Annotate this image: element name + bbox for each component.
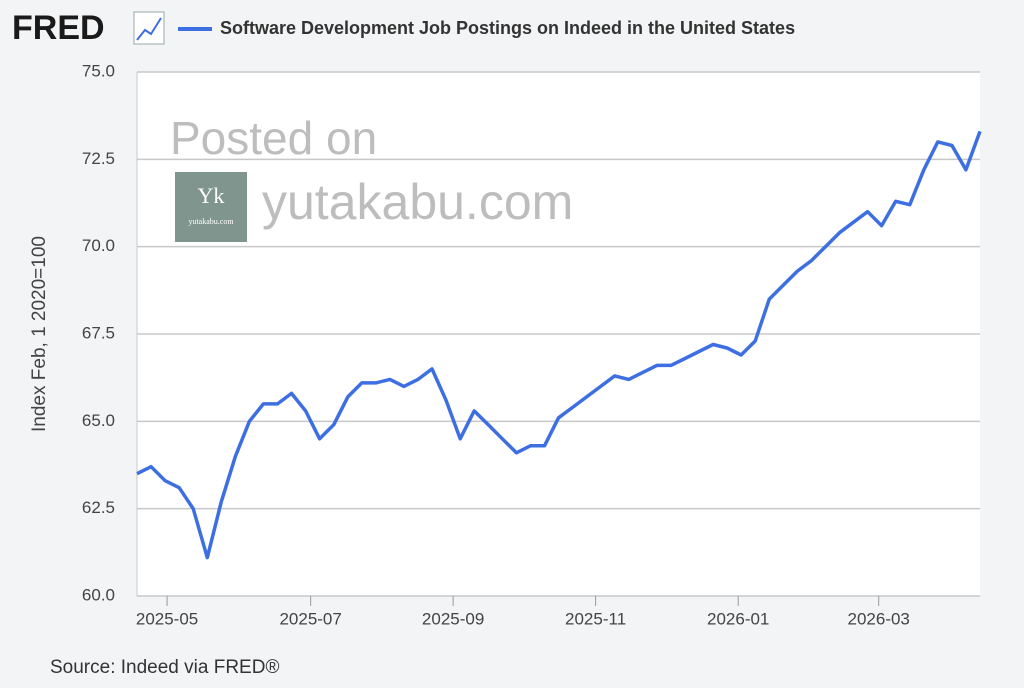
x-tick-label: 2026-03 — [848, 609, 910, 628]
y-axis-label: Index Feb, 1 2020=100 — [29, 236, 50, 432]
y-tick-label: 70.0 — [82, 236, 115, 255]
x-tick-label: 2025-11 — [565, 609, 626, 628]
logo: FRED — [12, 9, 105, 47]
x-tick-label: 2025-07 — [279, 609, 341, 628]
legend-label: Software Development Job Postings on Ind… — [220, 18, 795, 38]
y-tick-label: 65.0 — [82, 411, 115, 430]
data-line — [136, 130, 982, 560]
y-tick-label: 67.5 — [82, 323, 115, 342]
watermark-text: Posted on — [170, 112, 377, 164]
x-tick-label: 2025-05 — [136, 609, 198, 628]
logo-icon-line — [136, 17, 162, 41]
watermark-badge — [175, 172, 247, 242]
source: Source: Indeed via FRED® — [50, 657, 279, 678]
y-tick-label: 60.0 — [82, 585, 115, 604]
watermark-text: yutakabu.com — [262, 174, 573, 230]
y-tick-label: 62.5 — [82, 498, 115, 517]
watermark-badge-text: yutakabu.com — [188, 217, 234, 226]
x-tick-label: 2026-01 — [707, 609, 769, 628]
x-tick-label: 2025-09 — [422, 609, 484, 628]
y-tick-label: 75.0 — [82, 61, 115, 80]
y-tick-label: 72.5 — [82, 149, 115, 168]
watermark-badge-mark: Yk — [198, 183, 225, 208]
